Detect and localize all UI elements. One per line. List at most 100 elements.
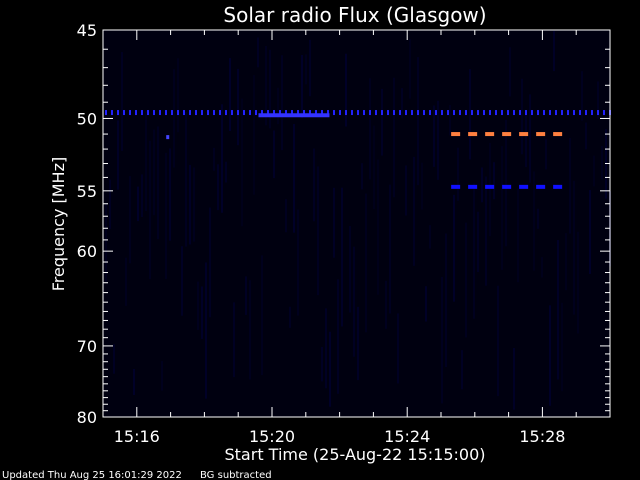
noise-streak [309, 39, 311, 97]
band-dot [201, 110, 203, 116]
band-dash [536, 132, 546, 137]
x-tick-label: 15:16 [114, 427, 160, 446]
noise-streak [421, 162, 423, 210]
noise-streak [441, 277, 443, 404]
noise-streak [501, 146, 503, 270]
band-dot [471, 110, 473, 116]
band-dash [485, 184, 495, 189]
band-dash [451, 184, 461, 189]
band-dash [502, 132, 512, 137]
noise-streak [261, 255, 263, 376]
noise-streak [141, 174, 143, 218]
noise-streak [601, 145, 603, 180]
noise-streak [285, 199, 287, 233]
band-segment [258, 113, 330, 118]
x-axis-label: Start Time (25-Aug-22 15:15:00) [225, 445, 486, 464]
noise-streak [177, 58, 179, 133]
noise-streak [533, 171, 535, 271]
noise-streak [181, 246, 183, 316]
noise-streak [565, 233, 567, 291]
noise-streak [165, 152, 167, 279]
band-dot [135, 110, 137, 116]
band-dot [417, 110, 419, 116]
band-dot [333, 110, 335, 116]
noise-streak [585, 122, 587, 150]
band-dot [585, 110, 587, 116]
noise-streak [409, 39, 411, 99]
band-dot [261, 110, 263, 116]
band-dot [507, 110, 509, 116]
noise-streak [305, 54, 307, 85]
band-dot [579, 110, 581, 116]
band-dot [129, 110, 131, 116]
noise-streak [325, 308, 327, 389]
band-dot [591, 110, 593, 116]
noise-streak [393, 77, 395, 198]
band-dash [553, 132, 563, 137]
band-dot [375, 110, 377, 116]
noise-streak [273, 130, 275, 179]
noise-streak [401, 88, 403, 119]
y-tick-label: 80 [77, 408, 97, 427]
band-dot [573, 110, 575, 116]
noise-streak [541, 257, 543, 278]
band-dot [123, 110, 125, 116]
noise-streak [349, 225, 351, 313]
band-dot [513, 110, 515, 116]
noise-streak [433, 105, 435, 167]
band-dot [339, 110, 341, 116]
noise-streak [513, 348, 515, 410]
noise-streak [449, 105, 451, 136]
band-dot [363, 110, 365, 116]
band-dot [453, 110, 455, 116]
band-dot [231, 110, 233, 116]
band-dot [555, 110, 557, 116]
noise-streak [269, 49, 271, 129]
x-tick-label: 15:24 [384, 427, 430, 446]
noise-streak [345, 53, 347, 127]
noise-streak [233, 302, 235, 378]
band-dot [543, 110, 545, 116]
noise-streak [213, 147, 215, 171]
noise-streak [169, 148, 171, 241]
band-dot [435, 110, 437, 116]
noise-streak [597, 81, 599, 119]
spot-feature [166, 135, 170, 140]
y-axis-label: Frequency [MHz] [49, 157, 68, 291]
band-dot [273, 110, 275, 116]
noise-streak [557, 240, 559, 380]
plot-frame [102, 29, 611, 418]
noise-streak [241, 98, 243, 227]
band-dot [561, 110, 563, 116]
noise-streak [561, 302, 563, 392]
noise-streak [341, 187, 343, 327]
noise-streak [229, 58, 231, 132]
noise-streak [521, 78, 523, 155]
band-dash [468, 184, 478, 189]
noise-streak [217, 164, 219, 211]
band-dot [111, 110, 113, 116]
noise-streak [461, 350, 463, 390]
noise-streak [289, 306, 291, 328]
noise-streak [209, 207, 211, 318]
noise-streak [301, 54, 303, 119]
band-dot [183, 110, 185, 116]
band-dot [279, 110, 281, 116]
band-dot [411, 110, 413, 116]
band-dot [291, 110, 293, 116]
noise-streak [429, 225, 431, 249]
band-dot [345, 110, 347, 116]
band-dot [225, 110, 227, 116]
noise-streak [509, 47, 511, 97]
noise-streak [549, 305, 551, 406]
band-dot [285, 110, 287, 116]
x-tick-label: 15:20 [249, 427, 295, 446]
band-dot [171, 110, 173, 116]
y-tick-label: 50 [77, 109, 97, 128]
noise-streak [129, 176, 131, 264]
noise-streak [253, 75, 255, 195]
noise-streak [249, 280, 251, 380]
band-dot [243, 110, 245, 116]
band-dot [357, 110, 359, 116]
band-dot [387, 110, 389, 116]
